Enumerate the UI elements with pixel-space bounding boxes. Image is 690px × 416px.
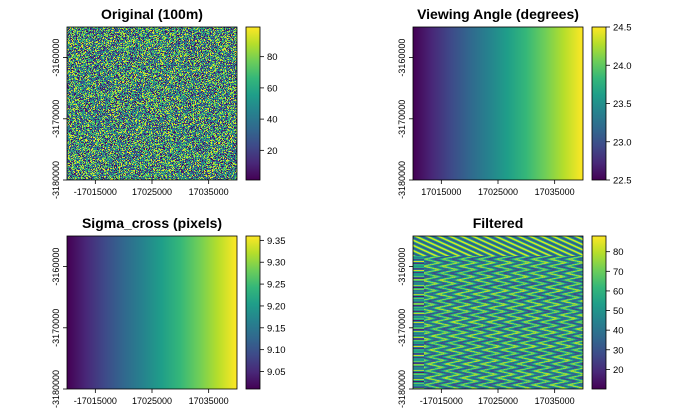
y-tick-label: -3170000: [51, 309, 61, 347]
colorbar-tick-label: 50: [613, 306, 624, 317]
y-tick-label: -3160000: [51, 39, 61, 77]
heatmap-raster: [413, 236, 583, 389]
x-tick-label: 17025000: [132, 187, 172, 197]
panel-title: Viewing Angle (degrees): [417, 6, 579, 22]
x-tick-label: 17015000: [421, 187, 461, 197]
y-tick-label: -3160000: [51, 248, 61, 286]
colorbar-tick-label: 9.35: [267, 236, 286, 247]
y-tick-label: -3180000: [397, 370, 407, 408]
y-tick-label: -3180000: [51, 370, 61, 408]
heatmap-raster: [413, 27, 583, 180]
y-tick-label: -3160000: [397, 248, 407, 286]
x-tick-label: -17015000: [420, 396, 463, 406]
panel-title: Filtered: [473, 215, 524, 231]
heatmap-raster: [67, 236, 237, 389]
colorbar-tick-label: 22.5: [613, 176, 632, 187]
y-tick-label: -3170000: [51, 100, 61, 138]
x-tick-label: 17035000: [189, 396, 229, 406]
panel-p2: Viewing Angle (degrees) 17015000 17025000 1…: [397, 6, 632, 199]
colorbar-tick-label: 23.0: [613, 137, 632, 148]
colorbar-tick-label: 40: [613, 326, 624, 337]
colorbar-tick-label: 80: [613, 247, 624, 258]
panel-title: Original (100m): [101, 6, 203, 22]
colorbar-tick-label: 30: [613, 345, 624, 356]
colorbar: [245, 235, 261, 390]
panel-title: Sigma_cross (pixels): [82, 215, 222, 231]
x-tick-label: 17035000: [535, 187, 575, 197]
colorbar-tick-label: 60: [613, 286, 624, 297]
heatmap-raster: [67, 27, 237, 180]
colorbar: [245, 26, 261, 181]
colorbar-tick-label: 9.15: [267, 323, 286, 334]
colorbar-tick-label: 9.30: [267, 258, 286, 269]
panel-p4: Filtered -17015000 17025000 17035000 -316000…: [397, 215, 624, 408]
colorbar-tick-label: 9.05: [267, 367, 286, 378]
x-tick-label: 17035000: [535, 396, 575, 406]
colorbar-tick-label: 9.25: [267, 280, 286, 291]
colorbar-tick-label: 23.5: [613, 99, 632, 110]
colorbar: [591, 235, 607, 390]
colorbar-tick-label: 24.5: [613, 23, 632, 34]
colorbar-tick-label: 80: [267, 52, 278, 63]
colorbar-tick-label: 20: [267, 146, 278, 157]
colorbar: [591, 26, 607, 181]
panel-p1: Original (100m) -17015000 17025000 17035000…: [51, 6, 278, 199]
colorbar-tick-label: 20: [613, 365, 624, 376]
y-tick-label: -3180000: [51, 161, 61, 199]
x-tick-label: 17035000: [189, 187, 229, 197]
y-tick-label: -3180000: [397, 161, 407, 199]
y-tick-label: -3170000: [397, 100, 407, 138]
x-tick-label: 17025000: [478, 187, 518, 197]
colorbar-tick-label: 24.0: [613, 61, 632, 72]
y-tick-label: -3170000: [397, 309, 407, 347]
colorbar-tick-label: 9.20: [267, 301, 286, 312]
colorbar-tick-label: 9.10: [267, 345, 286, 356]
colorbar-tick-label: 40: [267, 115, 278, 126]
x-tick-label: 17025000: [478, 396, 518, 406]
panel-p3: Sigma_cross (pixels) -17015000 17025000 170…: [51, 215, 286, 408]
x-tick-label: -17015000: [74, 187, 117, 197]
x-tick-label: -17015000: [74, 396, 117, 406]
colorbar-tick-label: 70: [613, 267, 624, 278]
colorbar-tick-label: 60: [267, 83, 278, 94]
x-tick-label: 17025000: [132, 396, 172, 406]
y-tick-label: -3160000: [397, 39, 407, 77]
